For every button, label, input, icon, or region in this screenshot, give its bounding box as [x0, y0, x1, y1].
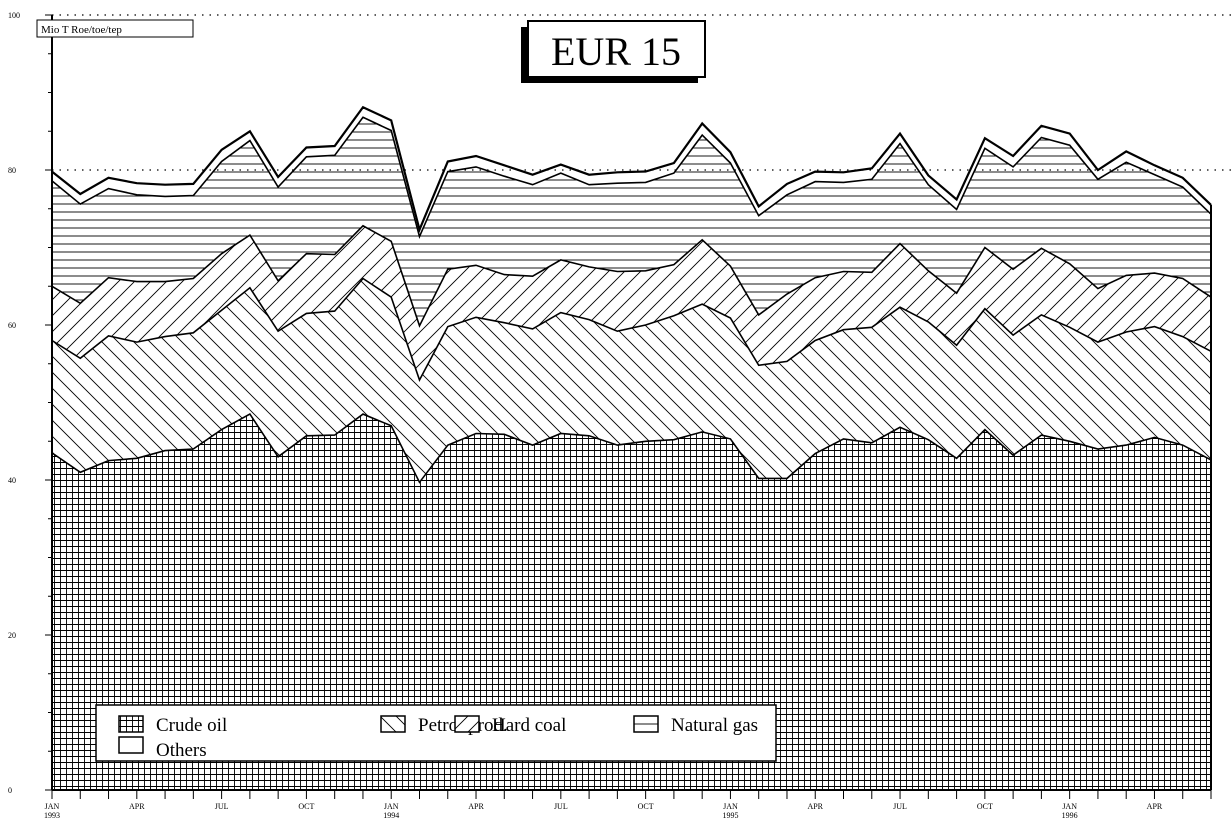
y-tick-label: 40 — [8, 476, 16, 485]
x-tick-year-label: 1995 — [722, 811, 738, 820]
area-natural-gas — [52, 117, 1211, 326]
y-tick-label: 20 — [8, 631, 16, 640]
x-tick-label: JUL — [554, 802, 568, 811]
area-petrol-prod — [52, 278, 1211, 483]
x-tick-label: JAN — [384, 802, 399, 811]
legend-swatch-hard-coal — [454, 715, 480, 733]
x-tick-label: APR — [1147, 802, 1163, 811]
x-tick-label: JUL — [893, 802, 907, 811]
x-tick-label: APR — [807, 802, 823, 811]
boundary-line-others — [51, 105, 1212, 234]
legend-swatch-crude-oil — [118, 715, 144, 733]
x-tick-label: APR — [468, 802, 484, 811]
x-tick-label: OCT — [638, 802, 654, 811]
x-tick-label: JUL — [215, 802, 229, 811]
area-crude-oil — [52, 414, 1211, 790]
gridline-layer — [52, 14, 1232, 171]
y-tick-label: 0 — [8, 786, 12, 795]
chart-title-box: EUR 15 — [521, 20, 706, 83]
y-tick-label: 60 — [8, 321, 16, 330]
area-others — [52, 107, 1211, 237]
unit-label-box: Mio T Roe/toe/tep — [36, 19, 194, 38]
x-tick-year-label: 1996 — [1062, 811, 1078, 820]
x-tick-label: APR — [129, 802, 145, 811]
area-layer — [51, 105, 1212, 790]
legend-label-crude-oil: Crude oil — [156, 715, 227, 736]
x-tick-label: JAN — [45, 802, 60, 811]
legend-swatch-others — [118, 736, 144, 754]
legend: Crude oil Petrol.prod. Hard coal Natural… — [95, 704, 777, 762]
boundary-line-petrol-prod — [51, 277, 1212, 383]
x-tick-year-label: 1994 — [383, 811, 399, 820]
y-tick-label: 80 — [8, 166, 16, 175]
x-tick-year-label: 1993 — [44, 811, 60, 820]
boundary-line-natural-gas — [51, 116, 1212, 240]
legend-swatch-petrol-prod — [380, 715, 406, 733]
legend-label-hard-coal: Hard coal — [492, 715, 566, 736]
chart-title: EUR 15 — [551, 29, 681, 74]
x-tick-label: JAN — [723, 802, 738, 811]
y-axis-unit-label: Mio T Roe/toe/tep — [41, 24, 122, 36]
legend-label-natural-gas: Natural gas — [671, 715, 758, 736]
x-tick-label: OCT — [298, 802, 314, 811]
boundary-line-crude-oil — [51, 413, 1212, 484]
legend-label-others: Others — [156, 740, 207, 761]
legend-swatch-natural-gas — [633, 715, 659, 733]
boundary-line-hard-coal — [51, 224, 1212, 328]
y-tick-label: 100 — [8, 11, 20, 20]
x-tick-label: OCT — [977, 802, 993, 811]
axes-layer — [45, 14, 1212, 799]
legend-box — [95, 704, 777, 762]
x-tick-label: JAN — [1062, 802, 1077, 811]
